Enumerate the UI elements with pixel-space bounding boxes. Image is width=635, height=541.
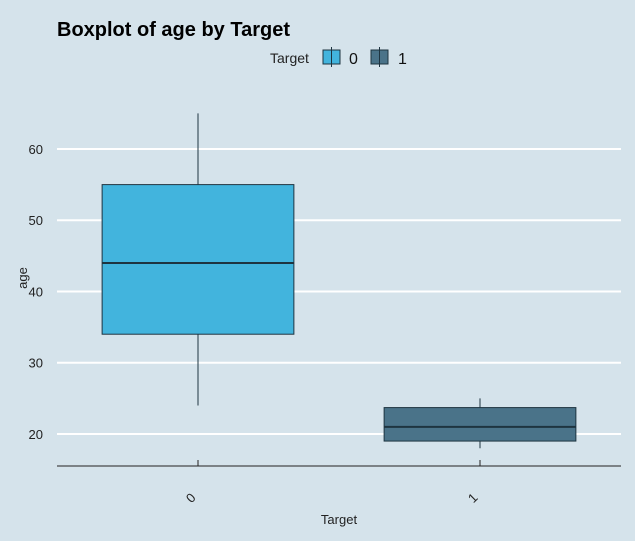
- x-tick-label-0: 0: [183, 490, 199, 506]
- y-tick-label-60: 60: [29, 142, 43, 157]
- legend: Target 0 1: [270, 47, 407, 68]
- boxes: [101, 113, 577, 449]
- y-tick-label-30: 30: [29, 356, 43, 371]
- y-tick-label-40: 40: [29, 284, 43, 299]
- legend-entry-0: 0: [322, 47, 358, 68]
- y-tick-label-50: 50: [29, 213, 43, 228]
- box-0: [101, 113, 295, 406]
- iqr-box-1: [383, 407, 577, 442]
- legend-title: Target: [270, 50, 309, 66]
- x-axis-label: Target: [321, 512, 358, 527]
- chart-title: Boxplot of age by Target: [57, 19, 290, 41]
- legend-label-1: 1: [398, 51, 407, 68]
- legend-label-0: 0: [349, 51, 358, 68]
- iqr-box-0: [101, 184, 295, 335]
- y-tick-label-20: 20: [29, 427, 43, 442]
- x-tick-label-1: 1: [465, 490, 481, 506]
- y-axis-ticks: 20 30 40 50 60: [29, 142, 43, 442]
- y-axis-label: age: [15, 267, 30, 289]
- box-1: [383, 398, 577, 449]
- legend-entry-1: 1: [370, 47, 407, 68]
